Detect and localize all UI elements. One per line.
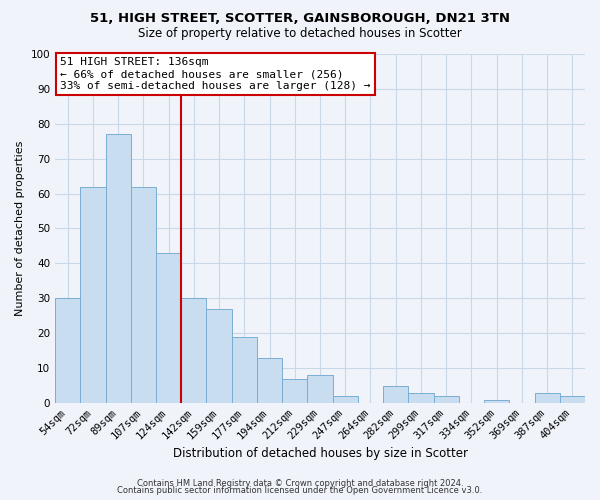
Text: Size of property relative to detached houses in Scotter: Size of property relative to detached ho…: [138, 28, 462, 40]
Bar: [80, 186, 106, 403]
Bar: [206, 309, 232, 403]
Bar: [535, 392, 560, 403]
Text: 51, HIGH STREET, SCOTTER, GAINSBOROUGH, DN21 3TN: 51, HIGH STREET, SCOTTER, GAINSBOROUGH, …: [90, 12, 510, 26]
Bar: [131, 186, 156, 403]
Y-axis label: Number of detached properties: Number of detached properties: [15, 141, 25, 316]
Bar: [484, 400, 509, 403]
Bar: [434, 396, 459, 403]
Bar: [307, 375, 332, 403]
Bar: [55, 298, 80, 403]
Bar: [560, 396, 585, 403]
Bar: [181, 298, 206, 403]
Bar: [106, 134, 131, 403]
Text: 51 HIGH STREET: 136sqm
← 66% of detached houses are smaller (256)
33% of semi-de: 51 HIGH STREET: 136sqm ← 66% of detached…: [61, 58, 371, 90]
Text: Contains HM Land Registry data © Crown copyright and database right 2024.: Contains HM Land Registry data © Crown c…: [137, 478, 463, 488]
Text: Contains public sector information licensed under the Open Government Licence v3: Contains public sector information licen…: [118, 486, 482, 495]
Bar: [232, 336, 257, 403]
Bar: [282, 378, 307, 403]
Bar: [409, 392, 434, 403]
Bar: [257, 358, 282, 403]
Bar: [383, 386, 409, 403]
X-axis label: Distribution of detached houses by size in Scotter: Distribution of detached houses by size …: [173, 447, 467, 460]
Bar: [332, 396, 358, 403]
Bar: [156, 253, 181, 403]
